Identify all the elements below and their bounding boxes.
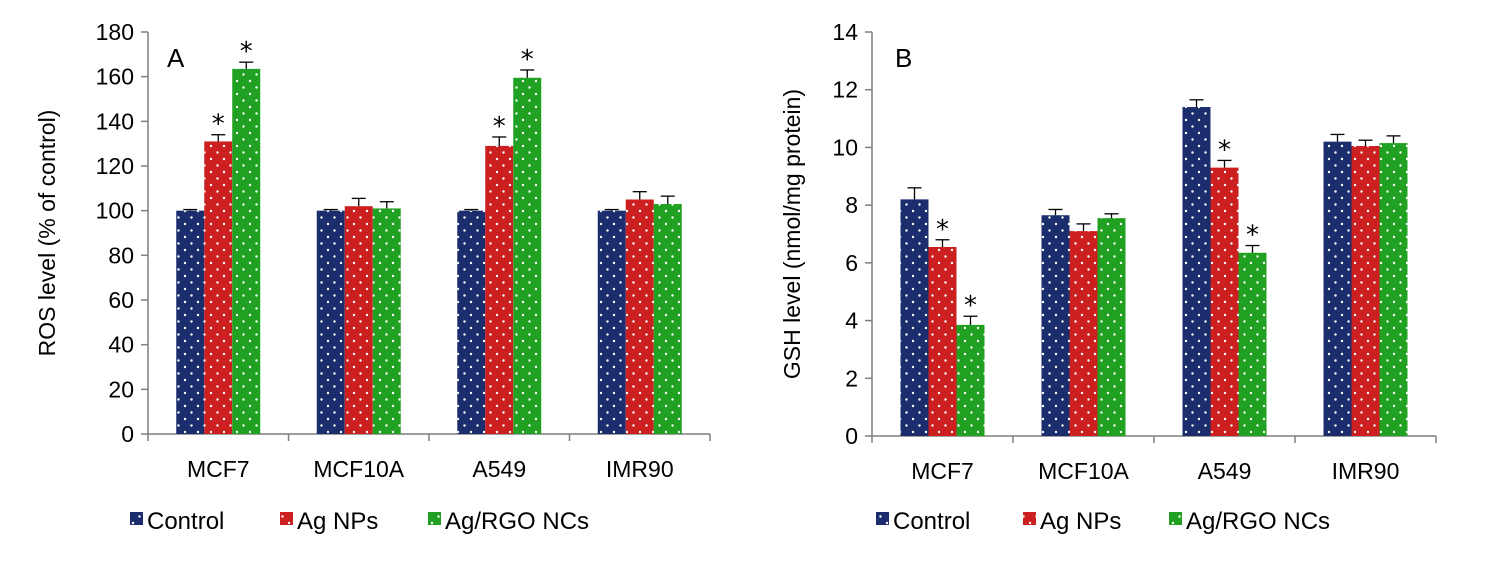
x-tick-label: IMR90 xyxy=(1332,458,1400,484)
y-tick-label: 2 xyxy=(845,365,858,391)
panel-label: B xyxy=(895,43,912,73)
legend-swatch-texture xyxy=(1023,512,1036,525)
y-tick-label: 8 xyxy=(845,192,858,218)
x-tick-label: A549 xyxy=(472,456,526,482)
bar-dot-texture xyxy=(900,199,929,436)
bar-dot-texture xyxy=(1041,215,1070,436)
y-tick-label: 4 xyxy=(845,308,858,334)
y-tick-label: 12 xyxy=(832,77,858,103)
bar-dot-texture xyxy=(513,77,542,435)
bar-dot-texture xyxy=(1097,218,1126,436)
y-tick-label: 140 xyxy=(96,108,134,134)
x-tick-label: MCF10A xyxy=(1038,458,1129,484)
legend-label: Ag/RGO NCs xyxy=(445,508,589,535)
legend-swatch-texture xyxy=(428,512,441,525)
bar-dot-texture xyxy=(928,246,957,436)
legend-label: Control xyxy=(893,508,970,535)
y-tick-label: 0 xyxy=(845,423,858,449)
bar-dot-texture xyxy=(625,199,654,434)
y-tick-label: 10 xyxy=(832,134,858,160)
legend-swatch-texture xyxy=(280,512,293,525)
legend: Control Ag NPs Ag/RGO NCs xyxy=(130,508,589,535)
bar-dot-texture xyxy=(1069,231,1098,436)
bar-dot-texture xyxy=(204,141,233,434)
y-tick-label: 6 xyxy=(845,250,858,276)
y-tick-label: 40 xyxy=(108,332,134,358)
x-tick-label: MCF10A xyxy=(313,456,404,482)
bar-dot-texture xyxy=(316,210,345,434)
bar-dot-texture xyxy=(344,206,373,434)
legend-swatch-texture xyxy=(876,512,889,525)
bar-dot-texture xyxy=(1210,167,1239,436)
x-tick-label: MCF7 xyxy=(187,456,250,482)
x-tick-label: IMR90 xyxy=(606,456,674,482)
x-tick-label: MCF7 xyxy=(911,458,974,484)
bar-dot-texture xyxy=(1351,145,1380,436)
significance-star: * xyxy=(964,291,977,321)
significance-star: * xyxy=(521,45,534,75)
significance-star: * xyxy=(936,215,949,245)
y-tick-label: 60 xyxy=(108,287,134,313)
bar-dot-texture xyxy=(1182,107,1211,437)
legend-label: Control xyxy=(147,508,224,535)
legend-label: Ag NPs xyxy=(1040,508,1121,535)
bar-dot-texture xyxy=(457,210,486,434)
y-tick-label: 100 xyxy=(96,198,134,224)
bar-dot-texture xyxy=(372,208,401,434)
y-tick-label: 160 xyxy=(96,64,134,90)
bar-dot-texture xyxy=(597,210,626,434)
bar-dot-texture xyxy=(232,68,261,434)
bar-dot-texture xyxy=(485,145,514,434)
y-tick-label: 80 xyxy=(108,242,134,268)
significance-star: * xyxy=(1218,135,1231,165)
significance-star: * xyxy=(240,37,253,67)
legend: Control Ag NPs Ag/RGO NCs xyxy=(876,508,1330,535)
y-tick-label: 14 xyxy=(832,19,858,45)
y-tick-label: 180 xyxy=(96,19,134,45)
panel-label: A xyxy=(167,43,185,73)
significance-star: * xyxy=(212,110,225,140)
bar-dot-texture xyxy=(956,324,985,436)
chart-panel-b: 0 2 4 6 8 10 12 14 GSH level (nmol/mg protein) B M… xyxy=(779,19,1437,535)
y-axis-title: ROS level (% of control) xyxy=(34,110,60,357)
chart-panel-a: 0 20 40 60 80 100 120 140 160 180 ROS level (% of … xyxy=(34,19,711,535)
significance-star: * xyxy=(1246,221,1259,251)
bar-dot-texture xyxy=(653,203,682,434)
bar-dot-texture xyxy=(176,210,205,434)
bar-dot-texture xyxy=(1238,252,1267,436)
bar-dot-texture xyxy=(1323,141,1352,436)
x-tick-label: A549 xyxy=(1198,458,1252,484)
legend-swatch-texture xyxy=(130,512,143,525)
y-tick-label: 0 xyxy=(121,421,134,447)
y-axis-title: GSH level (nmol/mg protein) xyxy=(779,89,805,379)
bar-dot-texture xyxy=(1379,143,1408,436)
legend-label: Ag NPs xyxy=(297,508,378,535)
y-tick-label: 120 xyxy=(96,153,134,179)
legend-label: Ag/RGO NCs xyxy=(1186,508,1330,535)
legend-swatch-texture xyxy=(1169,512,1182,525)
y-tick-label: 20 xyxy=(108,376,134,402)
significance-star: * xyxy=(493,112,506,142)
